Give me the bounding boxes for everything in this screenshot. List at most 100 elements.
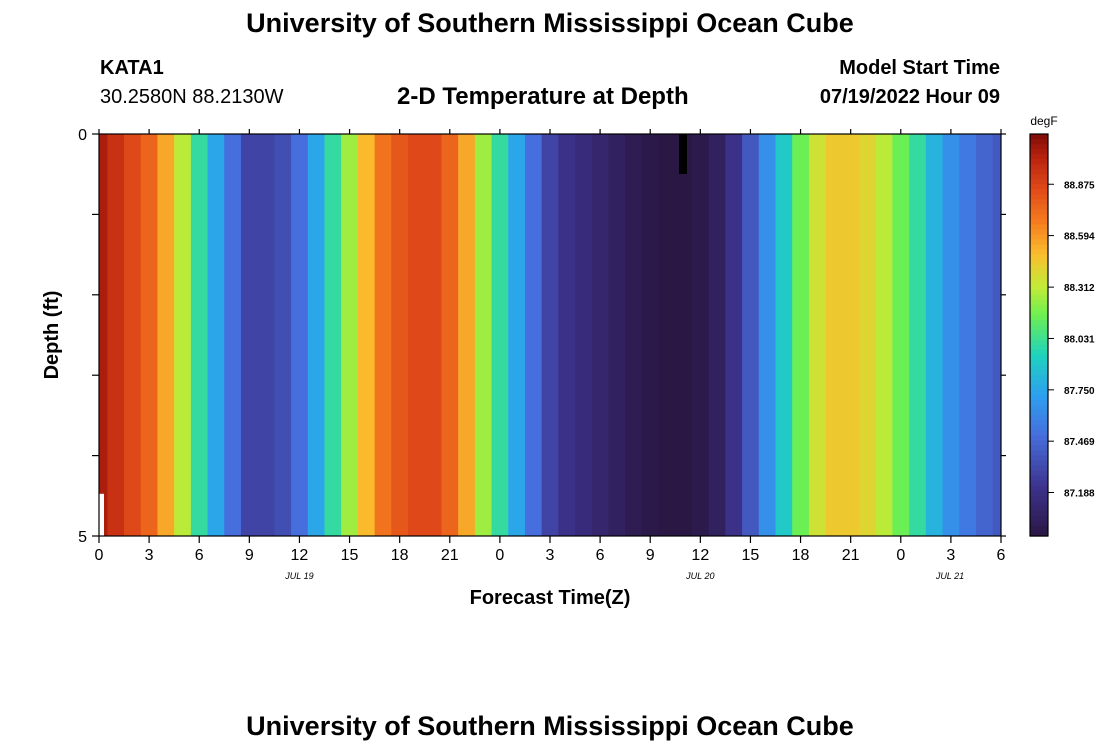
station-id: KATA1 (100, 57, 164, 79)
x-tick-label: 18 (391, 547, 409, 564)
heatmap-cell (324, 134, 342, 536)
station-coords: 30.2580N 88.2130W (100, 86, 284, 108)
colorbar-tick-label: 88.312 (1064, 283, 1095, 294)
colorbar-segment (1030, 415, 1048, 422)
heatmap-cell (758, 134, 777, 536)
colorbar-segment (1030, 189, 1048, 195)
colorbar-segment (1030, 309, 1048, 316)
heatmap-cell (842, 134, 860, 536)
heatmap-cell (257, 134, 275, 536)
heatmap-cell (608, 134, 626, 536)
colorbar-segment (1030, 199, 1048, 205)
colorbar-segment (1030, 350, 1048, 356)
x-tick-label: 3 (946, 547, 955, 564)
colorbar-segment (1030, 385, 1048, 391)
heatmap-cell (742, 134, 760, 536)
colorbar: degF 88.875 88.594 88.312 88.031 87.750 87.46… (1029, 114, 1095, 537)
heatmap-cell (124, 134, 142, 536)
heatmap-cell (140, 134, 159, 536)
temperature-heatmap-chart: 0 3 6 9 12 15 18 21 0 3 6 9 12 15 18 21 0 3 6 05 JUL 19 JUL… (41, 114, 1095, 609)
colorbar-segment (1030, 249, 1048, 256)
colorbar-segment (1030, 159, 1048, 165)
colorbar-segment (1030, 490, 1048, 497)
colorbar-segment (1030, 445, 1048, 452)
heatmap-cells (99, 134, 1001, 536)
footer-title: University of Southern Mississippi Ocean… (246, 711, 854, 741)
colorbar-unit: degF (1030, 114, 1057, 128)
heatmap-cell (107, 134, 125, 536)
colorbar-segment (1030, 134, 1048, 140)
date-label: JUL 19 (284, 571, 313, 581)
x-tick-label: 12 (691, 547, 709, 564)
heatmap-cell (474, 134, 493, 536)
colorbar-segment (1030, 485, 1048, 492)
colorbar-segment (1030, 435, 1048, 442)
y-tick-label: 0 (78, 127, 87, 144)
heatmap-cell (424, 134, 443, 536)
colorbar-segment (1030, 244, 1048, 251)
colorbar-segment (1030, 259, 1048, 266)
colorbar-segment (1030, 179, 1048, 185)
heatmap-cell (691, 134, 710, 536)
heatmap-cell (357, 134, 376, 536)
colorbar-segment (1030, 174, 1048, 180)
colorbar-segment (1030, 219, 1048, 226)
colorbar-tick-label: 88.031 (1064, 334, 1095, 345)
y-axis-label: Depth (ft) (41, 291, 63, 380)
colorbar-segment (1030, 204, 1048, 210)
heatmap-cell (708, 134, 726, 536)
colorbar-segment (1030, 365, 1048, 371)
colorbar-segment (1030, 164, 1048, 170)
colorbar-segment (1030, 279, 1048, 286)
x-tick-label: 6 (195, 547, 204, 564)
heatmap-cell (458, 134, 476, 536)
model-start-label: Model Start Time (839, 57, 1000, 79)
heatmap-cell (975, 134, 994, 536)
colorbar-segment (1030, 460, 1048, 467)
colorbar-segment (1030, 500, 1048, 507)
heatmap-cell (658, 134, 676, 536)
heatmap-cell (775, 134, 793, 536)
colorbar-segment (1030, 214, 1048, 221)
colorbar-segment (1030, 520, 1048, 527)
colorbar-gradient (1030, 134, 1048, 537)
colorbar-segment (1030, 425, 1048, 432)
colorbar-segment (1030, 430, 1048, 437)
colorbar-segment (1030, 380, 1048, 386)
x-tick-label: 18 (792, 547, 810, 564)
x-tick-label: 9 (245, 547, 254, 564)
x-tick-label: 6 (997, 547, 1006, 564)
colorbar-segment (1030, 510, 1048, 517)
heatmap-cell (508, 134, 526, 536)
x-tick-label: 0 (896, 547, 905, 564)
colorbar-segment (1030, 209, 1048, 216)
colorbar-segment (1030, 360, 1048, 366)
heatmap-cell (190, 134, 209, 536)
heatmap-cell (959, 134, 977, 536)
date-labels: JUL 19 JUL 20 JUL 21 (284, 571, 964, 581)
heatmap-cell (374, 134, 392, 536)
plot-title: 2-D Temperature at Depth (397, 83, 689, 110)
colorbar-segment (1030, 239, 1048, 246)
colorbar-segment (1030, 525, 1048, 532)
x-tick-label: 0 (95, 547, 104, 564)
heatmap-cell (792, 134, 810, 536)
x-axis-ticks: 0 3 6 9 12 15 18 21 0 3 6 9 12 15 18 21 0 3 6 (95, 129, 1006, 564)
heatmap-cell (99, 134, 108, 536)
heatmap-cell (892, 134, 910, 536)
heatmap-cell (207, 134, 225, 536)
colorbar-segment (1030, 530, 1048, 537)
colorbar-segment (1030, 324, 1048, 331)
colorbar-segment (1030, 475, 1048, 482)
heatmap-cell (641, 134, 660, 536)
x-tick-label: 9 (646, 547, 655, 564)
date-label: JUL 21 (935, 571, 964, 581)
colorbar-segment (1030, 465, 1048, 472)
colorbar-segment (1030, 395, 1048, 401)
heatmap-cell (441, 134, 459, 536)
colorbar-segment (1030, 169, 1048, 175)
colorbar-segment (1030, 355, 1048, 361)
colorbar-segment (1030, 229, 1048, 236)
colorbar-segment (1030, 284, 1048, 291)
heatmap-cell (240, 134, 259, 536)
